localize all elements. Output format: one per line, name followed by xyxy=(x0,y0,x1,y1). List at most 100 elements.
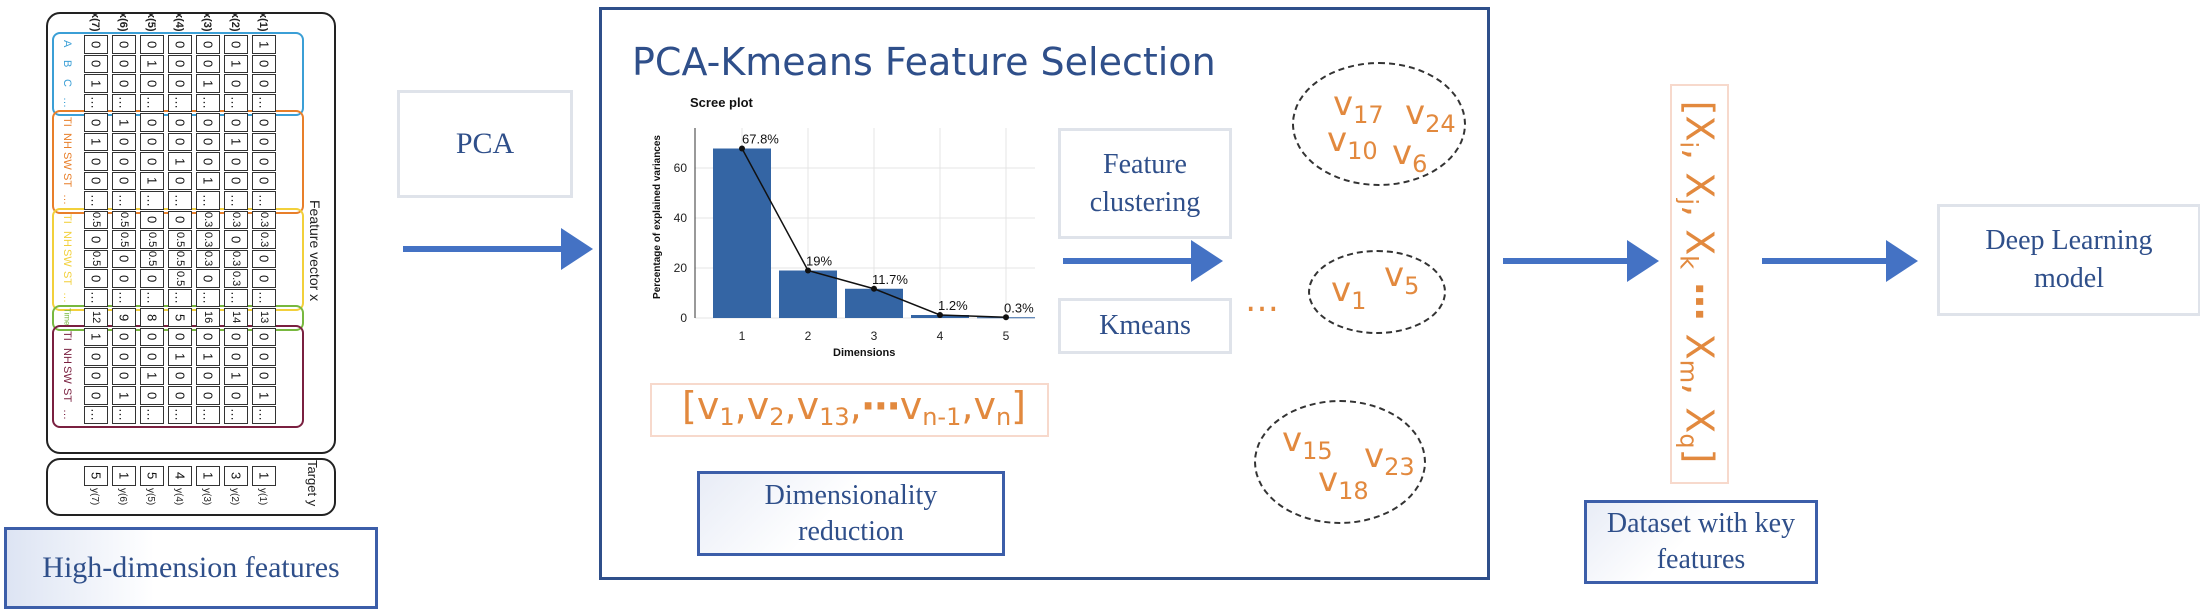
matrix-cell: 1 xyxy=(140,171,164,190)
matrix-cell: 0 xyxy=(140,210,164,229)
matrix-cell: 16 xyxy=(196,308,220,327)
x-tick-label: 4 xyxy=(937,329,944,343)
matrix-cell: … xyxy=(140,288,164,307)
matrix-cell: 0 xyxy=(112,249,136,268)
cluster-3-v18: v18 xyxy=(1318,460,1369,505)
matrix-cell: 0 xyxy=(168,35,192,54)
pca-kmeans-panel xyxy=(599,7,1490,580)
matrix-cell: 0 xyxy=(140,152,164,171)
matrix-cell: 0 xyxy=(252,366,276,385)
matrix-cell: 0 xyxy=(224,171,248,190)
open-bracket: [ xyxy=(682,384,697,428)
key-features-vector: [Xi, Xj, Xk ⋯ Xm, Xq] xyxy=(1676,84,1720,479)
matrix-cell: … xyxy=(84,93,108,112)
feature-matrix-frame xyxy=(46,12,336,454)
matrix-cell: 0 xyxy=(84,113,108,132)
matrix-cell: 0 xyxy=(252,152,276,171)
matrix-cell: 0 xyxy=(196,113,220,132)
matrix-cell: 0 xyxy=(140,347,164,366)
cluster-1-v10: v10 xyxy=(1327,120,1378,165)
matrix-cell: … xyxy=(140,405,164,424)
matrix-cell: … xyxy=(84,288,108,307)
matrix-cell: 0.5 xyxy=(84,249,108,268)
matrix-cell: 1 xyxy=(140,54,164,73)
matrix-cell: 1 xyxy=(84,74,108,93)
matrix-cell: 0 xyxy=(140,327,164,346)
matrix-cell: 0 xyxy=(224,152,248,171)
column-header: x(7) xyxy=(89,12,101,32)
key-feature-subscript: i xyxy=(1676,141,1703,148)
matrix-cell: 0.3 xyxy=(196,249,220,268)
feature-clustering-box: Feature clustering xyxy=(1058,128,1232,239)
matrix-cell: 0.5 xyxy=(168,230,192,249)
matrix-cell: 0 xyxy=(112,54,136,73)
matrix-cell: 0 xyxy=(84,171,108,190)
cluster-ellipsis: … xyxy=(1245,280,1279,320)
vector-item: v xyxy=(796,384,820,428)
cluster-3-ellipse xyxy=(1254,400,1426,524)
vector-comma: , xyxy=(961,384,974,428)
vector-item-subscript: n xyxy=(995,403,1012,431)
matrix-cell: 0.3 xyxy=(252,210,276,229)
column-header: x(1) xyxy=(257,12,269,32)
matrix-cell: 0 xyxy=(224,35,248,54)
key-feature: X xyxy=(1677,406,1721,433)
key-feature: X xyxy=(1677,228,1721,255)
matrix-cell: … xyxy=(84,191,108,210)
matrix-cell: 0 xyxy=(196,327,220,346)
matrix-cell: … xyxy=(196,405,220,424)
matrix-cell: 0 xyxy=(252,74,276,93)
cluster-3-v23: v23 xyxy=(1364,436,1415,481)
matrix-cell: 0 xyxy=(168,132,192,151)
key-comma: , xyxy=(1677,147,1721,172)
x-tick-label: 2 xyxy=(805,329,812,343)
kmeans-box: Kmeans xyxy=(1058,298,1232,354)
dimensionality-reduction-box: Dimensionality reduction xyxy=(697,471,1005,556)
y-tick-label: 0 xyxy=(680,311,687,325)
cluster-1-v17: v17 xyxy=(1333,84,1384,129)
matrix-cell: 0 xyxy=(112,269,136,288)
matrix-cell: 1 xyxy=(168,347,192,366)
data-label: 1.2% xyxy=(938,298,968,313)
cluster-1-sub-4: 6 xyxy=(1412,149,1428,178)
cluster-3-v15: v15 xyxy=(1282,420,1333,465)
matrix-cell: … xyxy=(196,288,220,307)
matrix-cell: 0.3 xyxy=(224,210,248,229)
matrix-cell: 0 xyxy=(168,366,192,385)
matrix-cell: 1 xyxy=(252,35,276,54)
key-close-bracket: ] xyxy=(1677,448,1721,463)
matrix-cell: 0 xyxy=(84,366,108,385)
vector-list: [v1,v2,v13,⋯vn-1,vn] xyxy=(682,384,1026,431)
row-label: Time xyxy=(62,308,72,326)
matrix-cell: 0 xyxy=(224,327,248,346)
pca-label: PCA xyxy=(455,127,515,160)
target-cell: 5 xyxy=(140,466,164,486)
key-feature: X xyxy=(1677,114,1721,141)
matrix-cell: 0 xyxy=(196,386,220,405)
matrix-cell: 0 xyxy=(196,269,220,288)
vector-comma: , xyxy=(734,384,747,428)
target-cell: 4 xyxy=(168,466,192,486)
matrix-cell: 0.3 xyxy=(224,249,248,268)
target-subscript: y(5) xyxy=(145,488,156,506)
cluster-2-v5: v5 xyxy=(1384,255,1420,300)
data-point xyxy=(937,312,943,318)
matrix-cell: 13 xyxy=(252,308,276,327)
matrix-cell: 1 xyxy=(224,132,248,151)
bar xyxy=(845,288,903,318)
target-subscript: y(3) xyxy=(201,488,212,506)
matrix-cell: 1 xyxy=(112,386,136,405)
matrix-cell: 0 xyxy=(112,152,136,171)
row-label: NH xyxy=(61,230,73,247)
matrix-cell: 0 xyxy=(84,347,108,366)
target-cell: 3 xyxy=(224,466,248,486)
cluster-3-sub-2: 23 xyxy=(1384,452,1415,481)
target-subscript: y(2) xyxy=(229,488,240,506)
vector-item: v xyxy=(899,384,923,428)
matrix-cell: … xyxy=(168,191,192,210)
matrix-cell: 0 xyxy=(84,35,108,54)
matrix-cell: 1 xyxy=(252,386,276,405)
matrix-cell: 0 xyxy=(140,386,164,405)
vector-item: v xyxy=(746,384,770,428)
cluster-1-v6: v6 xyxy=(1392,133,1428,178)
